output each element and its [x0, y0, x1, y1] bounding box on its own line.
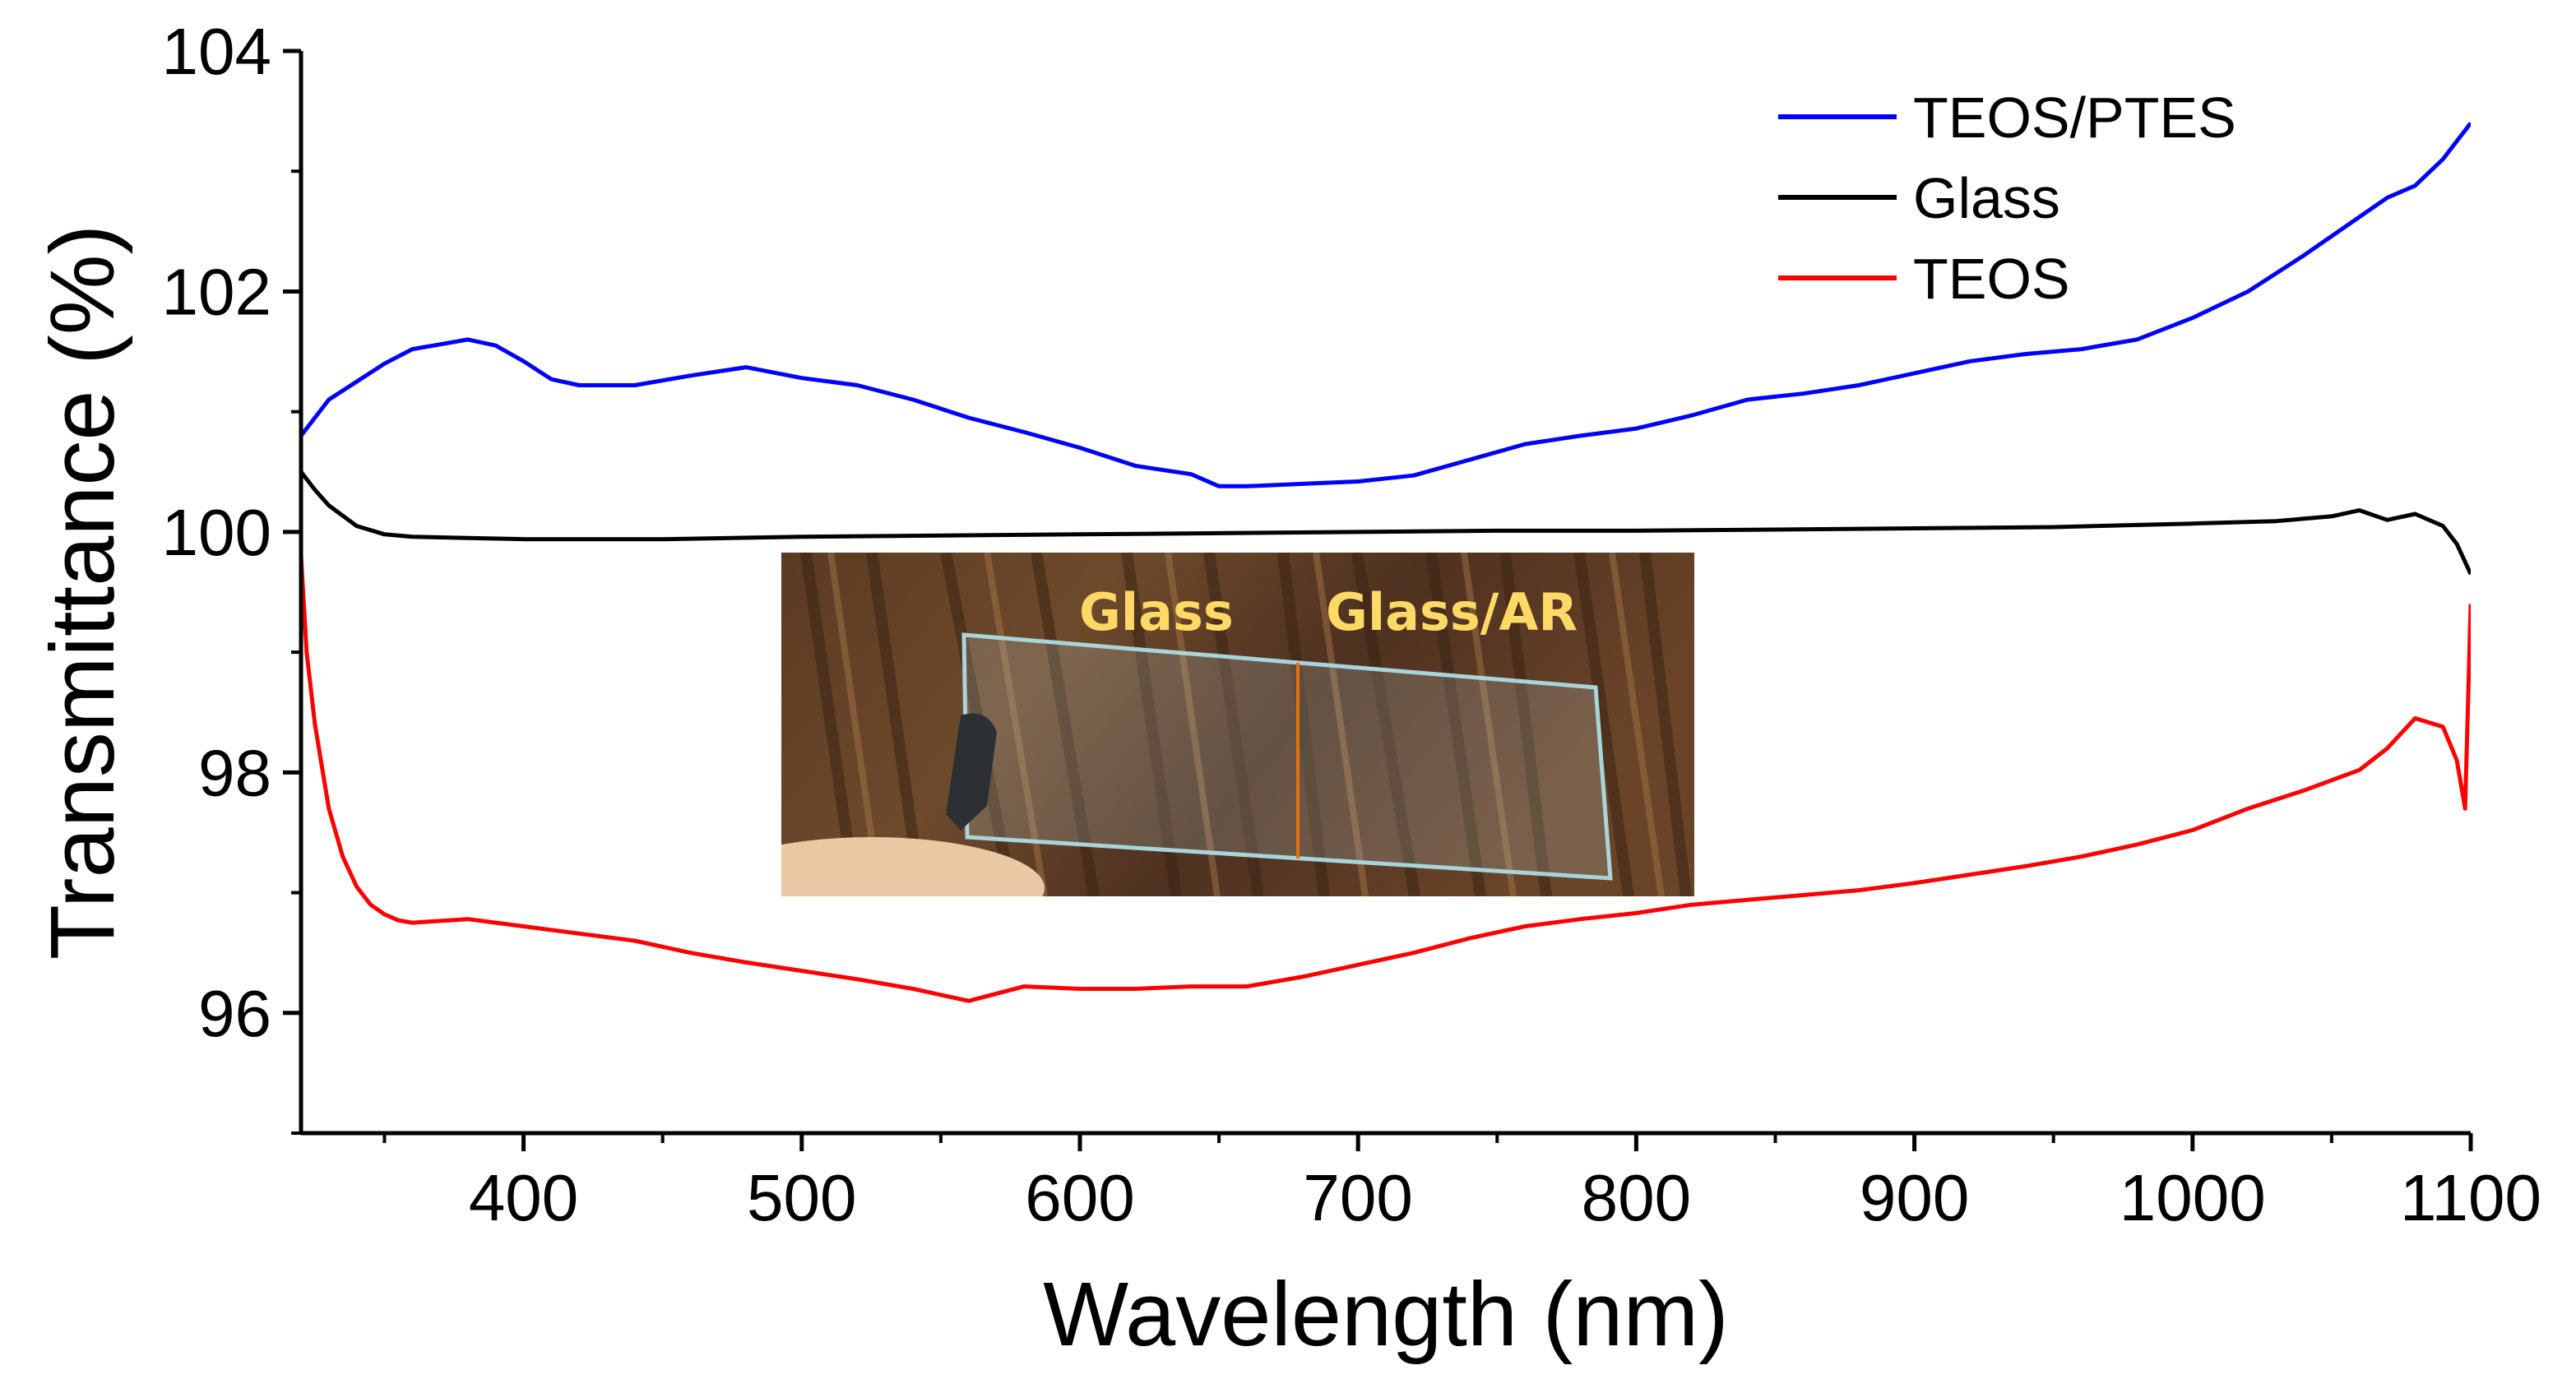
x-tick-label: 400	[469, 1161, 578, 1234]
x-tick-label: 1100	[2400, 1161, 2541, 1234]
inset-photo: Glass Glass/AR	[781, 553, 1694, 896]
y-ticks: 96 98 100 102 104	[162, 15, 301, 1135]
x-tick-label: 500	[747, 1161, 856, 1234]
legend-label: TEOS	[1913, 247, 2070, 311]
y-axis-title: Transmittance (%)	[32, 224, 133, 960]
finger	[781, 837, 1045, 896]
x-tick-label: 1000	[2120, 1161, 2266, 1234]
series-layer	[301, 122, 2471, 1003]
x-tick-label: 700	[1303, 1161, 1412, 1234]
inset-label-glass-ar: Glass/AR	[1326, 582, 1578, 642]
y-tick-label: 96	[198, 977, 271, 1050]
legend: TEOS/PTES Glass TEOS	[1778, 86, 2236, 311]
y-tick-label: 100	[162, 496, 271, 569]
y-tick-label: 104	[162, 15, 271, 88]
inset-label-glass: Glass	[1079, 582, 1234, 642]
series-line-teos-ptes	[301, 122, 2471, 488]
legend-label: TEOS/PTES	[1913, 86, 2236, 150]
series-line-teos	[301, 555, 2471, 1003]
legend-label: Glass	[1913, 166, 2060, 230]
tweezers	[946, 713, 997, 831]
x-axis-title: Wavelength (nm)	[1043, 1264, 1728, 1365]
y-tick-label: 98	[198, 736, 271, 809]
x-ticks: 400 500 600 700 800 900 1000 1100	[382, 1133, 2541, 1234]
series-line-glass	[301, 470, 2471, 576]
y-tick-label: 102	[162, 255, 271, 328]
x-tick-label: 600	[1025, 1161, 1134, 1234]
x-tick-label: 800	[1582, 1161, 1691, 1234]
x-tick-label: 900	[1860, 1161, 1969, 1234]
